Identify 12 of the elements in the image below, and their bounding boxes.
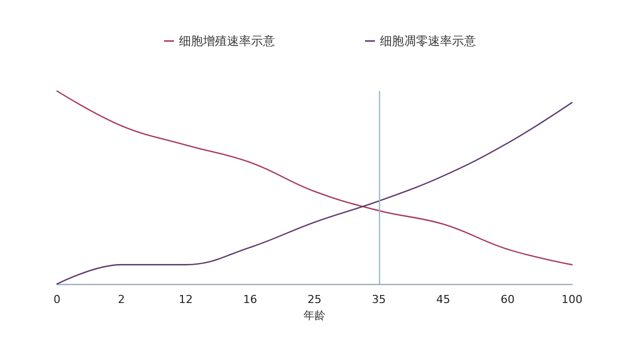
legend-label: 细胞增殖速率示意 <box>179 34 275 48</box>
x-tick-label: 45 <box>436 293 450 306</box>
x-tick-label: 60 <box>500 293 515 306</box>
x-tick-label: 16 <box>243 293 258 306</box>
x-tick-label: 0 <box>54 293 60 306</box>
x-tick-label: 25 <box>308 293 322 306</box>
x-tick-label: 35 <box>372 293 386 306</box>
x-tick-label: 100 <box>562 293 582 306</box>
legend-label: 细胞凋零速率示意 <box>380 34 476 48</box>
x-tick-label: 12 <box>178 293 193 306</box>
x-axis-title: 年龄 <box>304 309 326 322</box>
x-tick-label: 2 <box>118 293 125 306</box>
